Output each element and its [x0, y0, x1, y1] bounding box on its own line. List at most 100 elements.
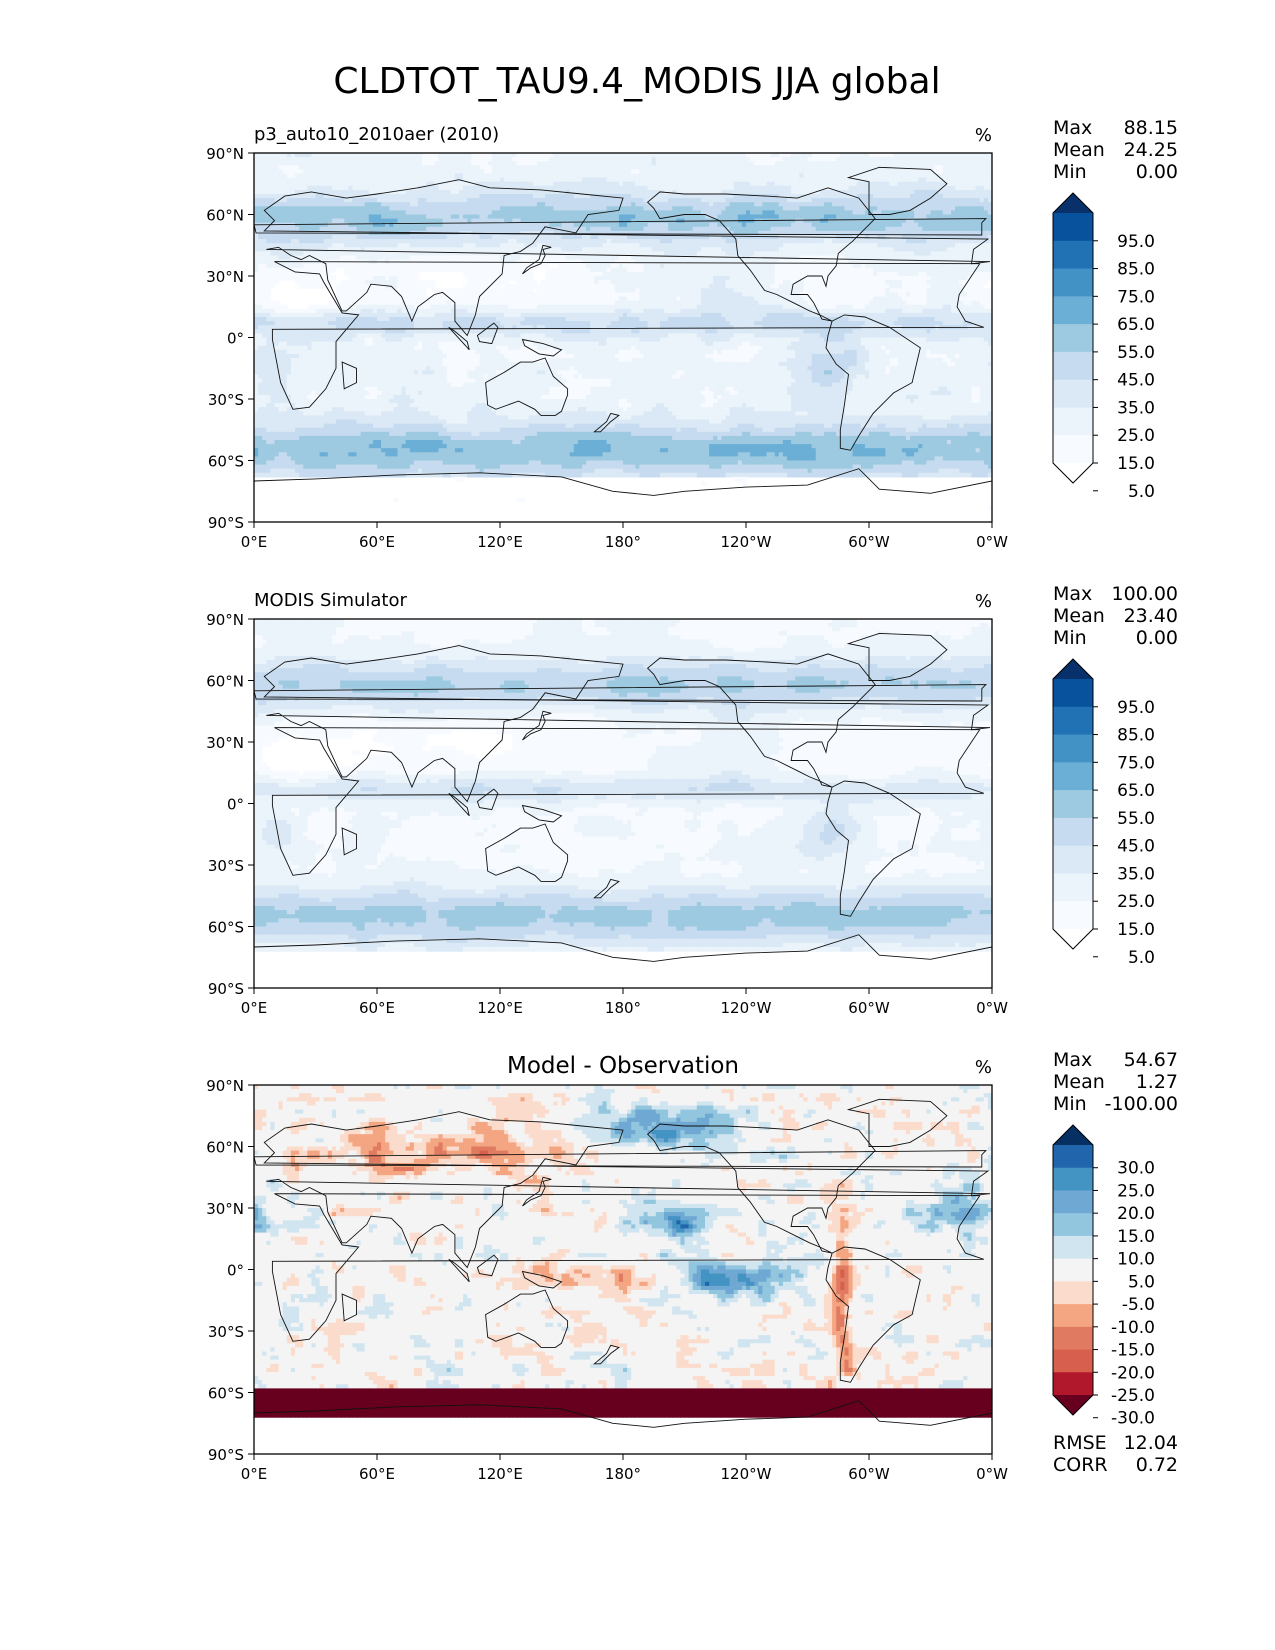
colorbar-segment: [1053, 790, 1093, 819]
colorbar-label: -25.0: [1111, 1386, 1155, 1406]
stat-value: 23.40: [1124, 605, 1178, 627]
lat-tick-label: 30°N: [206, 1200, 244, 1218]
lon-tick-label: 0°E: [241, 533, 268, 551]
colorbar-label: 75.0: [1117, 287, 1155, 307]
colorbar-label: -15.0: [1111, 1341, 1155, 1361]
colorbar-label: -5.0: [1122, 1295, 1155, 1315]
lon-tick-label: 60°W: [848, 999, 890, 1017]
stat-label: RMSE: [1053, 1432, 1107, 1454]
colorbar-segment: [1053, 1304, 1093, 1328]
lat-tick-label: 30°S: [208, 1323, 244, 1341]
colorbar-label: -20.0: [1111, 1363, 1155, 1383]
stat-value: 100.00: [1112, 583, 1178, 605]
lat-tick-label: 90°S: [208, 980, 244, 998]
units-label: %: [975, 125, 992, 146]
coastlines: [254, 1098, 992, 1454]
lon-tick-label: 120°W: [721, 1465, 772, 1483]
colorbar-segment: [1053, 873, 1093, 902]
stat-min: Min -100.00: [1053, 1093, 1178, 1115]
colorbar-label: 85.0: [1117, 726, 1155, 746]
colorbar-label: -30.0: [1111, 1409, 1155, 1429]
stat-label: Mean: [1053, 139, 1105, 161]
colorbar-label: 55.0: [1117, 343, 1155, 363]
colorbar-segment: [1053, 1235, 1093, 1260]
lon-tick-label: 120°W: [721, 533, 772, 551]
coastlines: [254, 632, 992, 988]
colorbar: 30.025.0 20.0 15.0 10.05.0 -5.0 -10.0 -15.0-20…: [1052, 1124, 1155, 1429]
stat-label: Min: [1053, 1093, 1087, 1115]
colorbar-label: 25.0: [1117, 892, 1155, 912]
colorbar-segment: [1053, 1281, 1093, 1305]
lon-tick-label: 180°: [605, 1465, 641, 1483]
lon-tick-label: 0°E: [241, 1465, 268, 1483]
stat-label: Min: [1053, 161, 1087, 183]
lat-tick-label: 30°N: [206, 734, 244, 752]
colorbar-label: 30.0: [1117, 1159, 1155, 1179]
stat-value: 0.00: [1136, 627, 1178, 649]
colorbar-label: 15.0: [1117, 1227, 1155, 1247]
colorbar-segment: [1053, 1258, 1093, 1282]
stat-mean: Mean 23.40: [1053, 605, 1178, 627]
stat-mean: Mean 1.27: [1053, 1071, 1178, 1093]
colorbar-segment: [1053, 845, 1093, 874]
colorbar-label: 15.0: [1117, 454, 1155, 474]
colorbar-segment: [1053, 379, 1093, 408]
colorbar-extend-bottom: [1053, 1395, 1093, 1415]
stat-label: Max: [1053, 1049, 1092, 1071]
colorbar-label: 45.0: [1117, 371, 1155, 391]
lat-tick-label: 60°N: [206, 207, 244, 225]
lon-tick-label: 60°E: [359, 1465, 395, 1483]
colorbar-segment: [1053, 679, 1093, 708]
lat-tick-label: 30°S: [208, 391, 244, 409]
colorbar-segment: [1053, 817, 1093, 847]
lon-tick-label: 180°: [605, 533, 641, 551]
colorbar-label: 5.0: [1128, 948, 1155, 968]
colorbar-label: 95.0: [1117, 232, 1155, 252]
lat-tick-label: 90°S: [208, 1446, 244, 1464]
panel-1: 90°N 60°N 30°N 0° 30°S 60°S 90°S0°E 60°E 120°E 18…: [206, 124, 1155, 551]
lon-tick-label: 60°W: [848, 1465, 890, 1483]
lat-tick-label: 60°N: [206, 1139, 244, 1157]
lon-tick-label: 0°W: [976, 533, 1008, 551]
lat-tick-label: 60°S: [208, 919, 244, 937]
lon-tick-label: 0°W: [976, 1465, 1008, 1483]
colorbar-label: 10.0: [1117, 1250, 1155, 1270]
stat-min: Min 0.00: [1053, 627, 1178, 649]
colorbar-label: 35.0: [1117, 864, 1155, 884]
colorbar-label: 55.0: [1117, 809, 1155, 829]
colorbar-label: 35.0: [1117, 398, 1155, 418]
colorbar-segment: [1053, 1372, 1093, 1396]
stat-corr: CORR 0.72: [1053, 1454, 1178, 1476]
colorbar-label: 65.0: [1117, 315, 1155, 335]
colorbar: 95.0 85.0 75.0 65.0 55.0 45.0 35.0 25.0 15.0 5.0: [1052, 192, 1155, 502]
colorbar-segment: [1053, 240, 1093, 270]
stat-value: 88.15: [1124, 117, 1178, 139]
lon-tick-label: 0°E: [241, 999, 268, 1017]
lon-tick-label: 120°E: [477, 533, 523, 551]
lat-tick-label: 0°: [227, 796, 244, 814]
colorbar-label: 5.0: [1128, 482, 1155, 502]
stat-max: Max 54.67: [1053, 1049, 1178, 1071]
stat-label: CORR: [1053, 1454, 1108, 1476]
stat-label: Mean: [1053, 605, 1105, 627]
coastlines: [254, 166, 992, 522]
colorbar-label: 95.0: [1117, 698, 1155, 718]
colorbar-label: 85.0: [1117, 260, 1155, 280]
field-test: [254, 153, 992, 511]
field-diff: [254, 1085, 992, 1418]
stat-max: Max 88.15: [1053, 117, 1178, 139]
lat-tick-label: 60°S: [208, 453, 244, 471]
field-ref: [254, 619, 992, 952]
lon-tick-label: 60°W: [848, 533, 890, 551]
colorbar-segment: [1053, 734, 1093, 763]
lon-tick-label: 120°E: [477, 999, 523, 1017]
lat-tick-label: 90°N: [206, 1077, 244, 1095]
colorbar-extend-top: [1053, 1125, 1093, 1145]
stat-max: Max 100.00: [1053, 583, 1178, 605]
units-label: %: [975, 1057, 992, 1078]
colorbar-segment: [1053, 1167, 1093, 1191]
stat-value: 1.27: [1136, 1071, 1178, 1093]
colorbar-segment: [1053, 435, 1093, 464]
colorbar-segment: [1053, 1145, 1093, 1169]
colorbar-extend-top: [1053, 193, 1093, 213]
